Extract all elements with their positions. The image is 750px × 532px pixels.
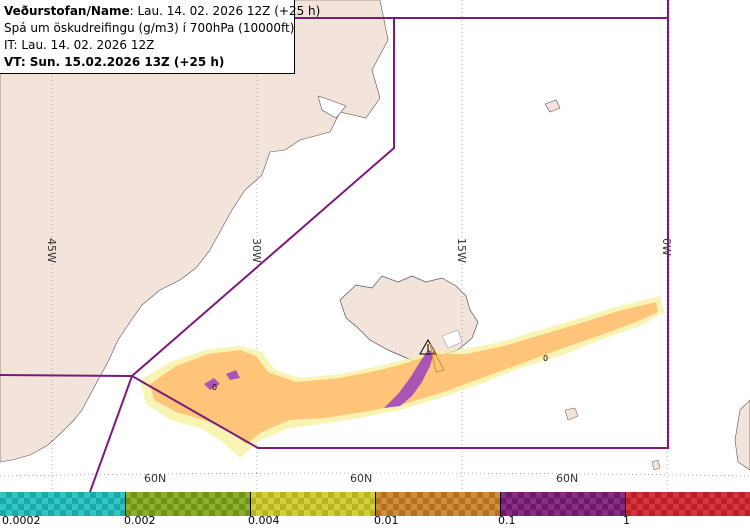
- east-coast-land: [734, 399, 750, 471]
- greenland-fjord: [317, 95, 347, 119]
- contour-label: 0: [543, 354, 548, 363]
- legend-tick: 0.01: [374, 514, 399, 527]
- fir-boundary-east: [130, 18, 669, 449]
- latitude-label: 60N: [350, 472, 372, 485]
- contour-label: 0: [212, 383, 217, 392]
- legend-tick: 0.002: [124, 514, 156, 527]
- issuer-label: Veðurstofan/Name: [4, 4, 130, 18]
- legend-divider: [125, 492, 126, 516]
- iceland-landmass: [339, 275, 479, 363]
- longitude-label: 30W: [250, 238, 263, 263]
- greenland-islands: [544, 99, 561, 113]
- legend-divider: [250, 492, 251, 516]
- longitude-label: 15W: [455, 238, 468, 263]
- legend-segment: [375, 492, 500, 516]
- greenland-landmass: [0, 0, 389, 463]
- ash-dispersion-map[interactable]: 45W 30W 15W 0W 60N 60N 60N 0 0: [0, 0, 750, 492]
- ash-plume-main[interactable]: [150, 302, 658, 444]
- legend-tick: 0.1: [498, 514, 516, 527]
- ash-plume-high-west: [204, 370, 240, 390]
- forecast-info-box: Veðurstofan/Name: Lau. 14. 02. 2026 12Z …: [0, 0, 320, 74]
- volcano-marker[interactable]: [419, 338, 445, 373]
- fir-boundary-west: [0, 374, 134, 492]
- longitude-labels: 45W 30W 15W 0W: [45, 238, 673, 263]
- latitude-label: 60N: [556, 472, 578, 485]
- ash-plume-high[interactable]: [384, 350, 434, 408]
- header-line-3: IT: Lau. 14. 02. 2026 12Z: [4, 38, 155, 52]
- color-scale-legend: 0.0002 0.002 0.004 0.01 0.1 1: [0, 492, 750, 532]
- glacier: [441, 329, 463, 349]
- legend-segment: [625, 492, 750, 516]
- legend-segment: [0, 492, 125, 516]
- legend-segment: [250, 492, 375, 516]
- longitude-label: 0W: [660, 238, 673, 256]
- latitude-labels: 60N 60N 60N: [144, 472, 578, 485]
- longitude-label: 45W: [45, 238, 58, 263]
- header-line-1: Veðurstofan/Name: Lau. 14. 02. 2026 12Z …: [4, 3, 320, 20]
- header-line-4: VT: Sun. 15.02.2026 13Z (+25 h): [4, 55, 225, 69]
- legend-tick: 0.0002: [2, 514, 41, 527]
- legend-tick: 1: [623, 514, 630, 527]
- legend-tick: 0.004: [248, 514, 280, 527]
- header-line-2: Spá um öskudreifingu (g/m3) í 700hPa (10…: [4, 21, 295, 35]
- issuer-value: : Lau. 14. 02. 2026 12Z (+25 h): [129, 4, 321, 18]
- legend-divider: [375, 492, 376, 516]
- legend-divider: [500, 492, 501, 516]
- small-islands: [564, 407, 661, 471]
- legend-segment: [500, 492, 625, 516]
- latitude-label: 60N: [144, 472, 166, 485]
- legend-segment: [125, 492, 250, 516]
- legend-divider: [625, 492, 626, 516]
